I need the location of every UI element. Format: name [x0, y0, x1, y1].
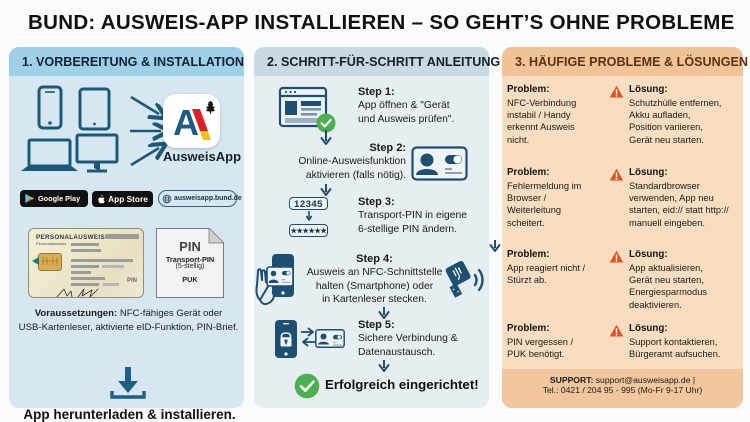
- svg-text:A: A: [173, 102, 199, 143]
